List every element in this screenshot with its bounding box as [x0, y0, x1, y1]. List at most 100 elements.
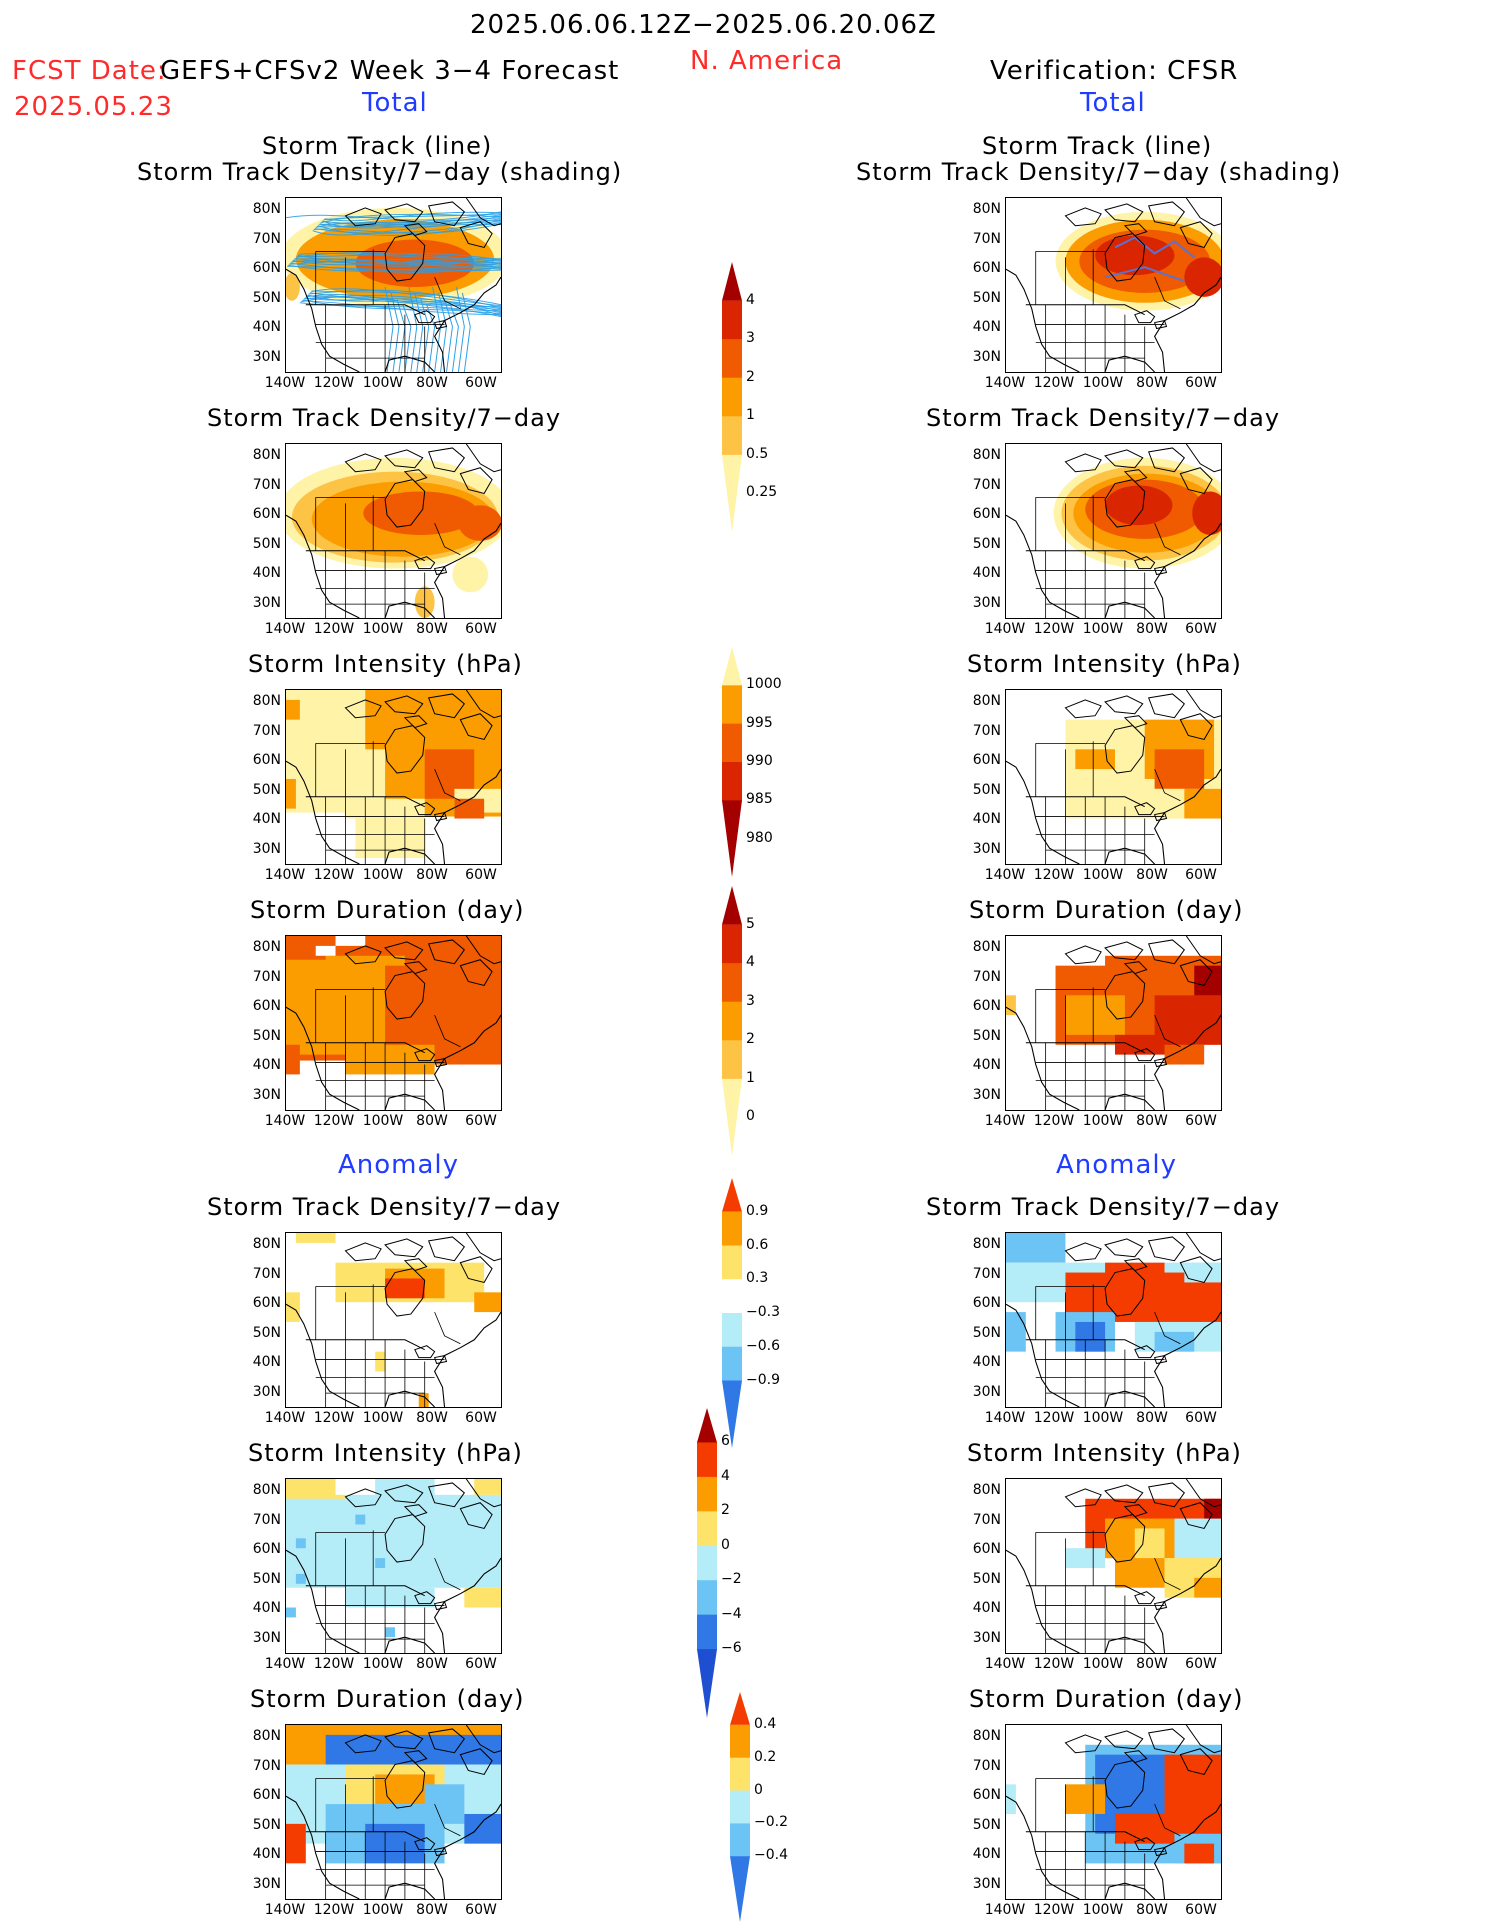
- shading-region: [1114, 1558, 1165, 1588]
- lon-tick-label: 80W: [416, 1656, 448, 1672]
- colorbar-segment: [722, 300, 742, 340]
- shading-region: [1006, 995, 1016, 1016]
- right-track-density-shading-title: Storm Track Density/7−day (shading): [856, 158, 1342, 186]
- lon-tick-label: 60W: [465, 1902, 497, 1918]
- shading-region: [1075, 749, 1115, 770]
- left-intensity-title: Storm Intensity (hPa): [248, 650, 523, 678]
- right-anomaly-label: Anomaly: [1056, 1150, 1178, 1180]
- lon-tick-label: 80W: [416, 1410, 448, 1426]
- lon-tick-label: 120W: [313, 1656, 355, 1672]
- lon-tick-label: 140W: [264, 1902, 306, 1918]
- lat-tick-label: 30N: [252, 1875, 281, 1892]
- shading-region: [1105, 485, 1173, 526]
- shading-region: [355, 1514, 366, 1525]
- lat-tick-label: 60N: [252, 1541, 281, 1557]
- lat-tick-label: 40N: [252, 319, 281, 335]
- lon-tick-label: 60W: [465, 621, 497, 637]
- left-track-line-panel: [285, 197, 502, 373]
- colorbar-segment: [697, 1580, 717, 1616]
- lat-tick-label: 70N: [252, 1265, 281, 1282]
- colorbar-label: 980: [746, 829, 773, 846]
- lon-tick-label: 100W: [1082, 621, 1124, 637]
- lon-tick-label: 80W: [416, 375, 448, 391]
- shading-region: [286, 1823, 306, 1864]
- shading-region: [286, 778, 296, 809]
- lat-tick-label: 70N: [252, 722, 281, 739]
- colorbar-label: 6: [721, 1433, 730, 1450]
- lat-tick-label: 40N: [972, 1846, 1001, 1862]
- colorbar-label: 0.4: [754, 1715, 777, 1732]
- colorbar-segment: [722, 1279, 742, 1314]
- lat-tick-label: 40N: [252, 1354, 281, 1370]
- colorbar-label: 0: [746, 1108, 755, 1125]
- colorbar-label: 990: [746, 753, 773, 769]
- lat-tick-label: 50N: [972, 1324, 1001, 1341]
- lat-tick-label: 80N: [252, 1236, 281, 1252]
- colorbar-label: 995: [746, 714, 773, 731]
- lat-tick-label: 50N: [252, 289, 281, 306]
- shading-region: [325, 1734, 501, 1765]
- shading-region: [385, 1627, 395, 1638]
- colorbar-segment: [722, 1040, 742, 1080]
- shading-region: [1194, 965, 1221, 996]
- left-track-line-title: Storm Track (line): [262, 132, 493, 160]
- right-anom-intensity-panel-map: [1006, 1479, 1221, 1653]
- shading-region: [1154, 749, 1205, 789]
- left-anom-duration-panel: [285, 1724, 502, 1900]
- shading-region: [1192, 491, 1221, 535]
- lon-tick-label: 80W: [1136, 867, 1168, 883]
- lon-tick-label: 140W: [984, 1656, 1026, 1672]
- shading-region: [1174, 1518, 1221, 1559]
- shading-region: [365, 1823, 425, 1864]
- lon-tick-label: 60W: [465, 1656, 497, 1672]
- colorbar-segment: [722, 723, 742, 763]
- coastline-overlay: [286, 1725, 501, 1899]
- colorbar-segment: [722, 963, 742, 1003]
- lat-tick-label: 80N: [252, 1482, 281, 1498]
- lat-tick-label: 70N: [972, 1757, 1001, 1774]
- lon-tick-label: 120W: [313, 1113, 355, 1129]
- right-intensity-title: Storm Intensity (hPa): [967, 650, 1242, 678]
- lon-tick-label: 100W: [1082, 867, 1124, 883]
- lon-tick-label: 100W: [1082, 1656, 1124, 1672]
- lon-tick-label: 80W: [1136, 621, 1168, 637]
- lat-tick-label: 80N: [972, 1728, 1001, 1744]
- shading-region: [1075, 1321, 1106, 1352]
- colorbar-label: −0.4: [754, 1847, 788, 1864]
- lon-tick-label: 60W: [1185, 1113, 1217, 1129]
- lat-tick-label: 50N: [972, 781, 1001, 798]
- lat-tick-label: 60N: [252, 506, 281, 522]
- lat-tick-label: 60N: [972, 260, 1001, 276]
- coastline-overlay: [286, 1233, 501, 1407]
- colorbar-arrow-bottom: [722, 454, 742, 532]
- shading-region: [295, 1233, 336, 1243]
- lat-tick-label: 80N: [972, 201, 1001, 217]
- shading-region: [315, 945, 336, 956]
- shading-region: [1164, 1754, 1221, 1814]
- shading-region: [286, 699, 300, 720]
- shading-region: [286, 1863, 501, 1899]
- left-intensity-panel: [285, 689, 502, 865]
- shading-region: [464, 1813, 501, 1844]
- verification-title: Verification: CFSR: [990, 56, 1239, 86]
- lat-tick-label: 30N: [252, 1086, 281, 1103]
- lat-tick-label: 70N: [252, 476, 281, 493]
- right-total-label: Total: [1080, 88, 1146, 118]
- right-intensity-panel: [1005, 689, 1222, 865]
- colorbar-segment: [697, 1545, 717, 1581]
- lon-tick-label: 120W: [1033, 1902, 1075, 1918]
- lon-tick-label: 80W: [1136, 1410, 1168, 1426]
- colorbar-segment: [722, 1346, 742, 1381]
- shading-region: [375, 1558, 386, 1568]
- lon-tick-label: 100W: [1082, 375, 1124, 391]
- lat-tick-label: 60N: [252, 998, 281, 1014]
- lon-tick-label: 100W: [1082, 1113, 1124, 1129]
- left-anom-duration-panel-map: [286, 1725, 501, 1899]
- shading-region: [385, 1278, 425, 1299]
- lon-tick-label: 140W: [264, 1656, 306, 1672]
- colorbar-label: 985: [746, 791, 773, 808]
- right-anom-density-title: Storm Track Density/7−day: [926, 1193, 1281, 1221]
- lon-tick-label: 60W: [465, 375, 497, 391]
- shading-region: [474, 1479, 501, 1495]
- storm-track-lines: [1104, 236, 1195, 282]
